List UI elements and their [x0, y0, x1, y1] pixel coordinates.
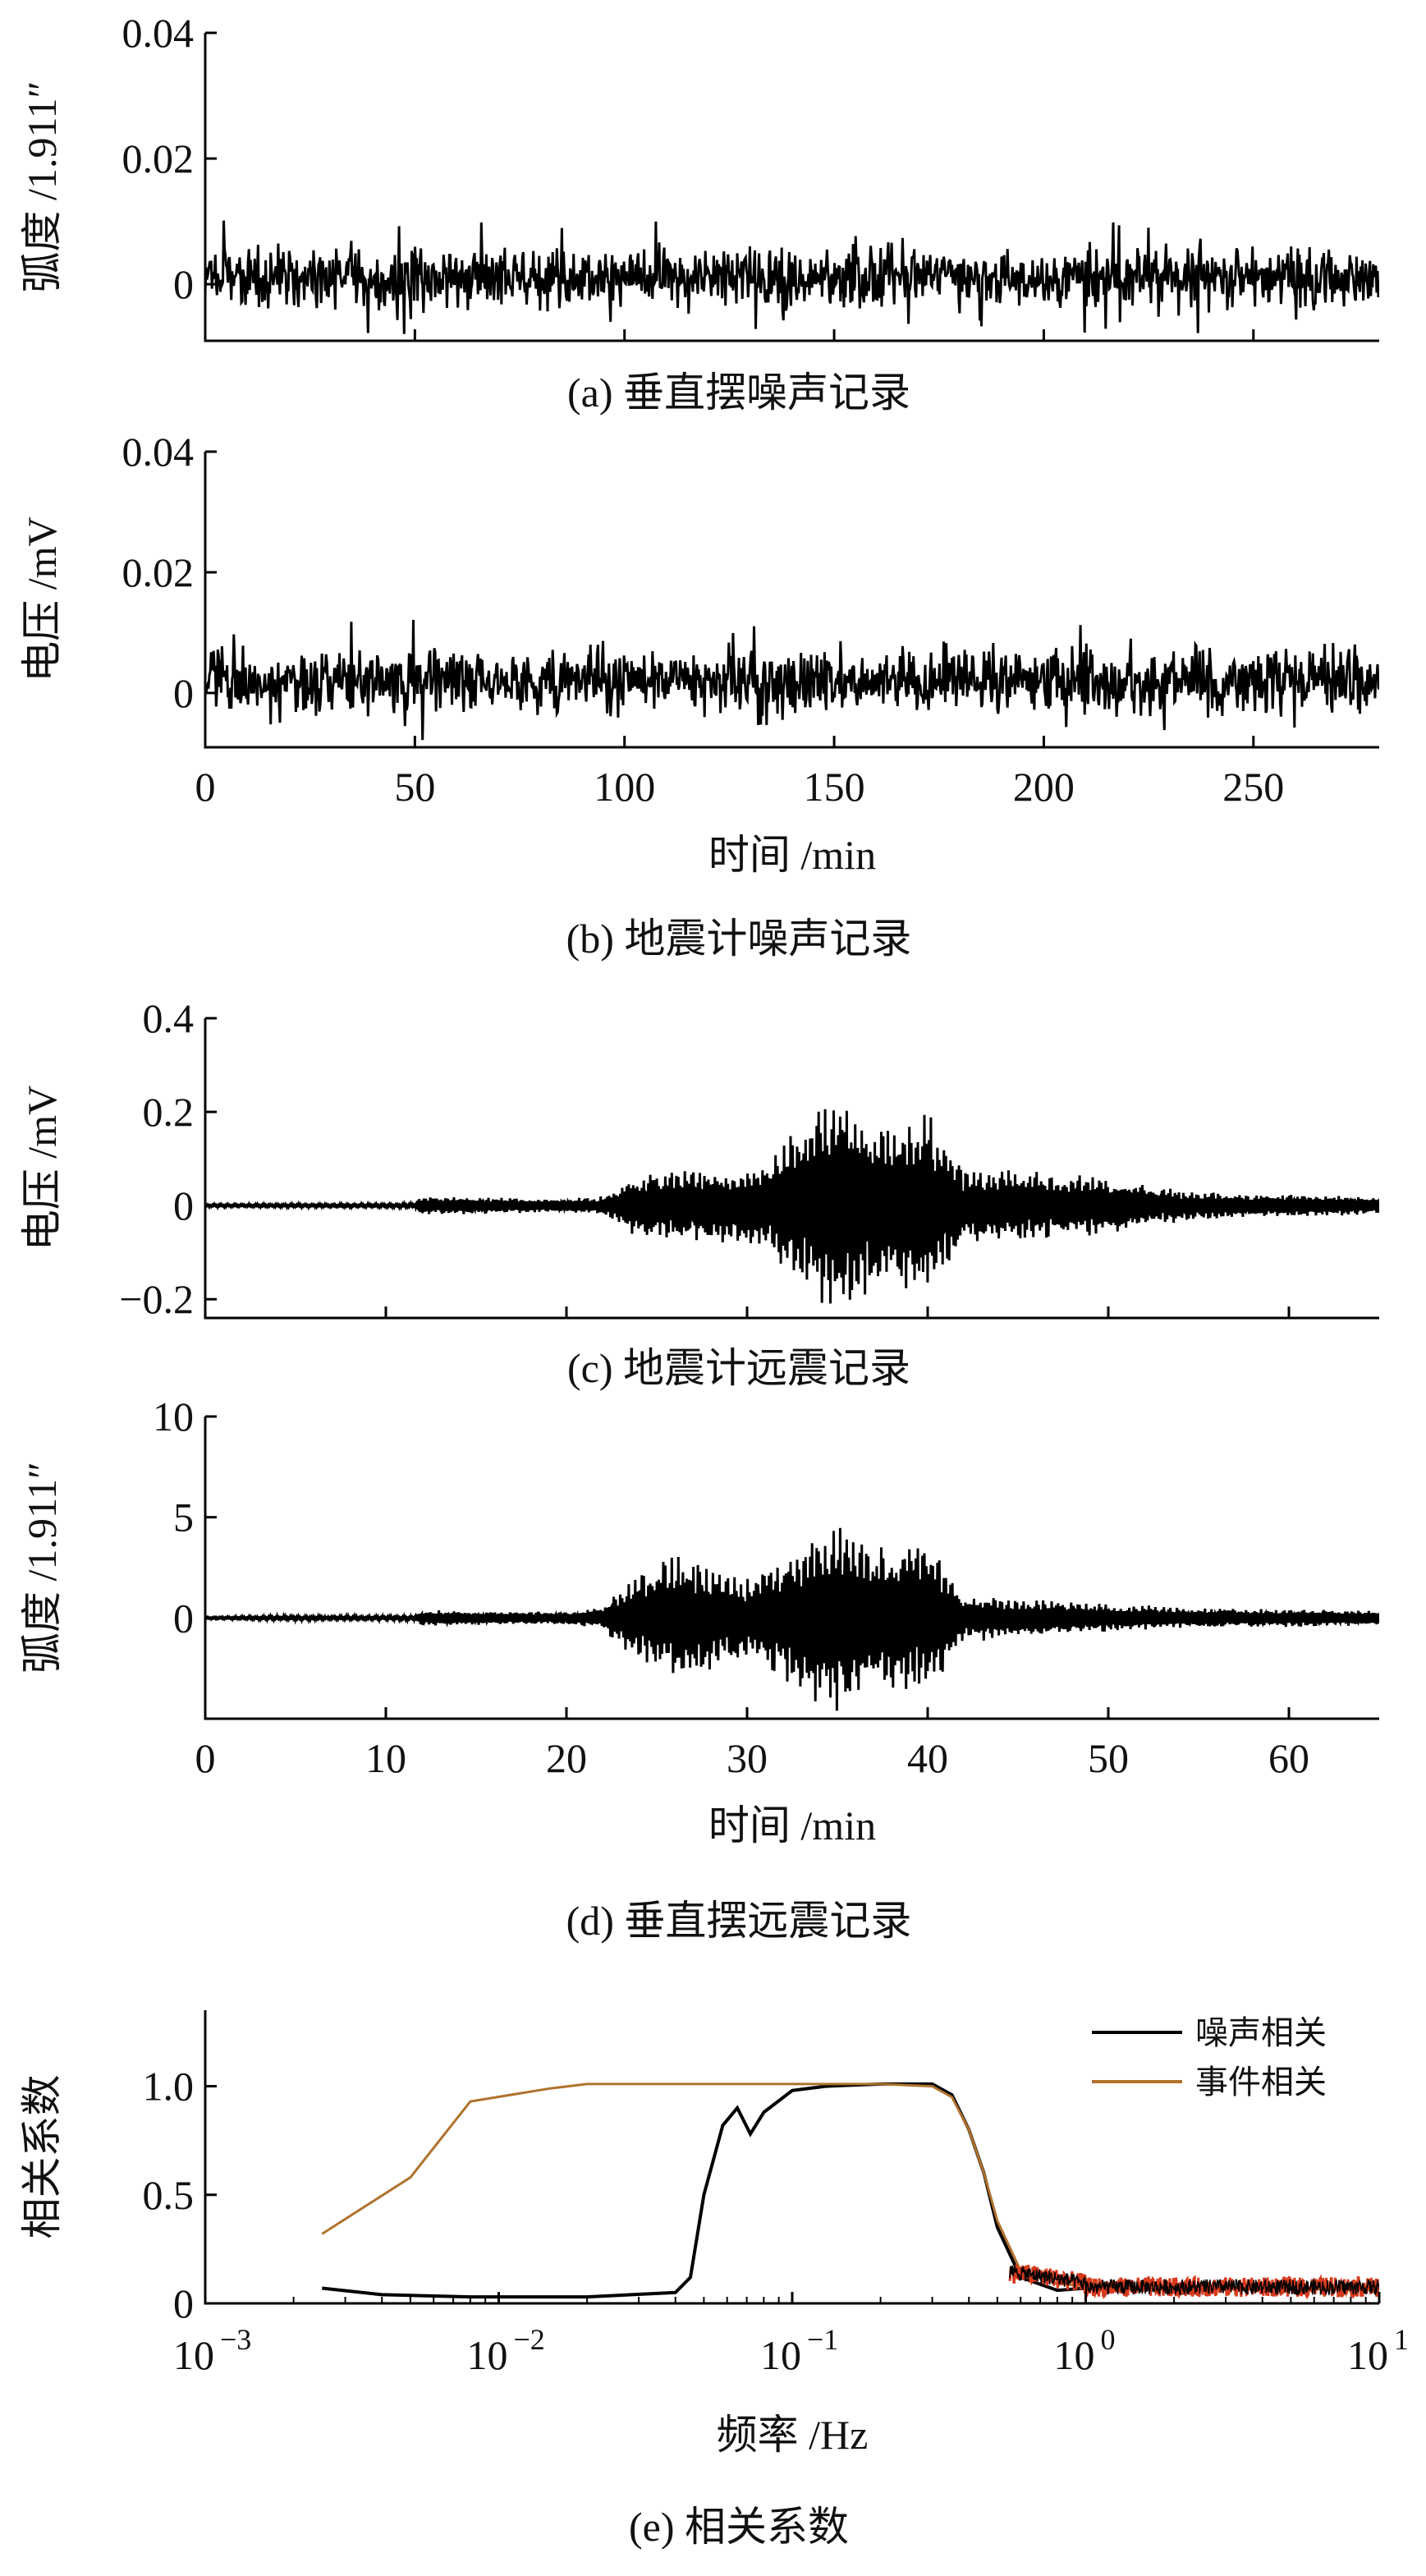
x-axis-label-b: 时间 /min [708, 832, 876, 878]
caption-e: (e) 相关系数 [629, 2504, 849, 2550]
x-tick-exponent-e: −3 [220, 2323, 251, 2356]
panel-d-vertical-pendulum-teleseism: 0 5 10 0 10 20 30 40 50 60 弧度 /1.911″ 时间 /min [19, 1394, 1379, 1848]
y-tick-label-c: 0.2 [143, 1089, 195, 1135]
y-tick-label-b: 0.02 [122, 549, 195, 595]
x-tick-label-b: 50 [394, 764, 435, 810]
y-axis-label-d: 弧度 /1.911″ [19, 1462, 65, 1674]
y-tick-label-c: 0 [173, 1182, 194, 1228]
y-tick-label-b: 0.04 [122, 429, 195, 475]
plot-area-b [205, 619, 1379, 741]
x-tick-label-b: 0 [195, 764, 216, 810]
x-tick-exponent-e: 0 [1101, 2323, 1116, 2356]
legend-event-label: 事件相关 [1195, 2064, 1327, 2101]
y-tick-label-e: 0.5 [143, 2172, 195, 2218]
y-tick-label-d: 10 [153, 1394, 194, 1440]
y-tick-label-b: 0 [173, 670, 194, 716]
x-tick-label-d: 60 [1268, 1735, 1309, 1781]
noise-trace-b [205, 619, 1379, 741]
x-tick-label-d: 20 [546, 1735, 587, 1781]
x-tick-label-d: 0 [195, 1735, 216, 1781]
y-tick-label-c: 0.4 [143, 995, 195, 1041]
panel-a-vertical-pendulum-noise: 0 0.02 0.04 弧度 /1.911″ [19, 10, 1379, 342]
x-tick-label-e: 10 [173, 2332, 214, 2378]
plot-area-a [205, 220, 1379, 334]
x-tick-label-b: 200 [1013, 764, 1075, 810]
y-tick-label-a: 0 [173, 261, 194, 307]
x-tick-label-d: 10 [365, 1735, 406, 1781]
x-tick-label-d: 50 [1088, 1735, 1129, 1781]
x-tick-label-d: 40 [907, 1735, 948, 1781]
seismogram-trace-d [205, 1527, 1379, 1711]
y-tick-label-c: −0.2 [119, 1276, 194, 1322]
x-tick-label-d: 30 [727, 1735, 768, 1781]
legend-noise-label: 噪声相关 [1195, 2014, 1327, 2051]
caption-d: (d) 垂直摆远震记录 [566, 1898, 912, 1944]
y-tick-label-e: 1.0 [143, 2064, 195, 2110]
plot-area-c [205, 1109, 1379, 1304]
y-axis-label-b: 电压 /mV [19, 517, 65, 682]
y-axis-label-e: 相关系数 [19, 2075, 65, 2239]
x-tick-label-b: 250 [1222, 764, 1284, 810]
caption-a: (a) 垂直摆噪声记录 [567, 370, 910, 416]
x-tick-exponent-e: 1 [1394, 2323, 1409, 2356]
x-tick-label-e: 10 [467, 2332, 508, 2378]
y-tick-label-d: 0 [173, 1595, 194, 1641]
noise-corr-jitter [1008, 2265, 1379, 2296]
plot-area-d [205, 1527, 1379, 1711]
y-tick-label-a: 0.02 [122, 135, 195, 181]
y-tick-label-e: 0 [173, 2280, 194, 2326]
x-tick-label-b: 150 [804, 764, 865, 810]
y-tick-label-a: 0.04 [122, 10, 195, 56]
plot-area-e [321, 2082, 1379, 2300]
caption-c: (c) 地震计远震记录 [567, 1345, 910, 1391]
x-axis-label-e: 频率 /Hz [717, 2412, 869, 2458]
x-tick-label-e: 10 [760, 2332, 801, 2378]
x-tick-exponent-e: −2 [514, 2323, 545, 2356]
y-tick-label-d: 5 [173, 1495, 194, 1541]
y-axis-label-c: 电压 /mV [19, 1086, 65, 1251]
noise-trace-a [205, 220, 1379, 334]
seismogram-trace-c [205, 1109, 1379, 1304]
panel-c-seismometer-teleseism: −0.2 0 0.2 0.4 电压 /mV [19, 995, 1379, 1322]
x-axis-label-d: 时间 /min [708, 1802, 876, 1848]
y-axis-label-a: 弧度 /1.911″ [19, 81, 65, 293]
x-tick-exponent-e: −1 [807, 2323, 838, 2356]
x-tick-label-e: 10 [1347, 2332, 1388, 2378]
x-tick-label-b: 100 [594, 764, 655, 810]
x-tick-label-e: 10 [1054, 2332, 1095, 2378]
caption-b: (b) 地震计噪声记录 [566, 916, 912, 962]
panel-b-seismometer-noise: 0 0.02 0.04 0 50 100 150 200 250 电压 /mV 时间 /min [19, 429, 1379, 878]
